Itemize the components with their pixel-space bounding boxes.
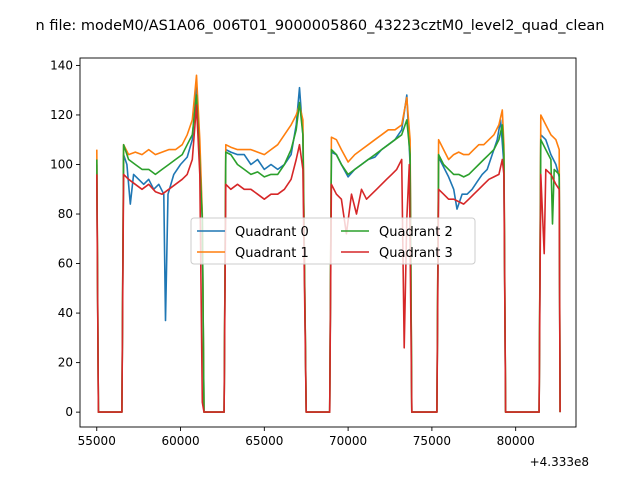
x-offset-label: +4.333e8: [530, 455, 589, 469]
y-axis: 0 20 40 60 80 100 120 140: [50, 58, 80, 419]
y-tick-label: 20: [58, 356, 73, 370]
y-tick-label: 0: [65, 405, 73, 419]
x-axis: 55000 60000 65000 70000 75000 80000: [78, 427, 535, 448]
axes-frame: [79, 57, 577, 428]
legend: Quadrant 0 Quadrant 1 Quadrant 2 Quadrant 3: [190, 217, 476, 265]
series-line-quadrant-1: [96, 74, 561, 413]
y-tick-label: 140: [50, 58, 73, 72]
chart-title: n file: modeM0/AS1A06_006T01_9000005860_…: [36, 18, 605, 34]
y-tick-label: 40: [58, 306, 73, 320]
x-tick-label: 70000: [329, 434, 367, 448]
y-tick-label: 80: [58, 207, 73, 221]
plot-area: [96, 74, 561, 413]
legend-box: [190, 217, 476, 265]
legend-label-quadrant-2: Quadrant 2: [379, 225, 453, 240]
y-tick-label: 120: [50, 108, 73, 122]
y-tick-label: 60: [58, 257, 73, 271]
x-tick-label: 80000: [497, 434, 535, 448]
x-tick-label: 60000: [161, 434, 199, 448]
legend-label-quadrant-1: Quadrant 1: [235, 246, 309, 261]
y-tick-label: 100: [50, 157, 73, 171]
series-line-quadrant-3: [96, 104, 561, 413]
legend-label-quadrant-0: Quadrant 0: [235, 225, 309, 240]
legend-label-quadrant-3: Quadrant 3: [379, 246, 453, 261]
x-tick-label: 75000: [413, 434, 451, 448]
x-tick-label: 65000: [245, 434, 283, 448]
series-line-quadrant-2: [96, 94, 561, 413]
x-tick-label: 55000: [78, 434, 116, 448]
